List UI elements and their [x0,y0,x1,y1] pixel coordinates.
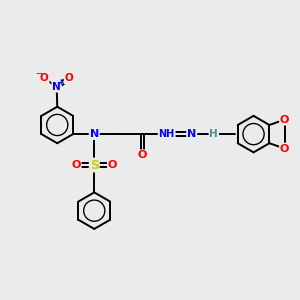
Text: O: O [65,74,74,83]
Text: O: O [40,74,49,83]
Text: O: O [138,150,147,160]
Text: −: − [35,69,43,78]
Text: S: S [90,158,99,172]
Text: +: + [57,78,64,87]
Text: O: O [280,143,290,154]
Text: O: O [71,160,81,170]
Text: N: N [52,82,61,92]
Text: N: N [187,129,196,139]
Text: O: O [108,160,117,170]
Text: H: H [209,129,218,139]
Text: N: N [90,129,99,139]
Text: NH: NH [159,129,175,139]
Text: O: O [280,115,290,125]
